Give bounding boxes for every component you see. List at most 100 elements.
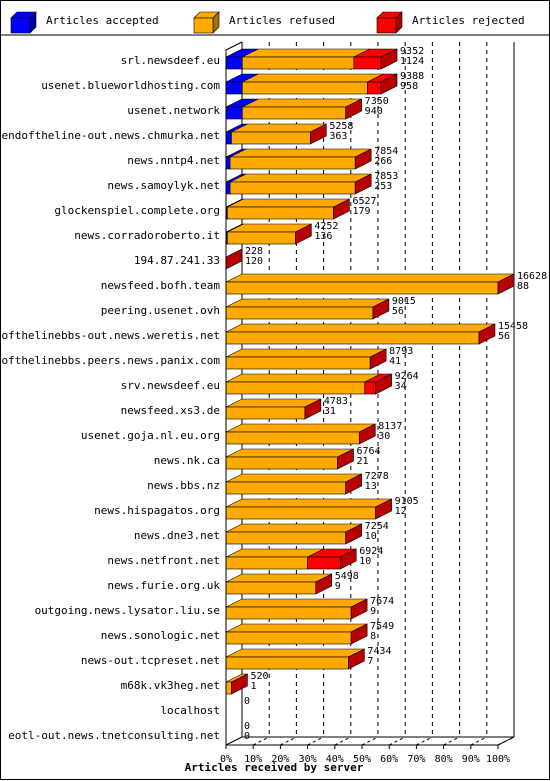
x-tick-label: 40%	[326, 754, 344, 765]
bar-segment-articles-refused	[225, 506, 376, 520]
value-label-rejected: 0	[244, 731, 250, 742]
value-label-rejected: 179	[352, 206, 370, 217]
category-label: news.hispagatos.org	[94, 504, 220, 517]
bar-segment-articles-refused	[225, 431, 360, 445]
value-label-rejected: 30	[378, 431, 390, 442]
x-tick-label: 50%	[353, 754, 371, 765]
bar-end-cap	[354, 173, 372, 195]
bar-news-bbs-nz	[225, 473, 362, 495]
value-label-total: 7278	[365, 471, 389, 482]
bar-endoftheline-out-news-chmurka-net	[225, 123, 327, 145]
value-label-rejected: 10	[359, 556, 371, 567]
bar-segment-articles-refused	[227, 206, 334, 220]
bar-end-cap	[348, 648, 365, 670]
bar-segment-articles-accepted	[225, 81, 243, 95]
bar-usenet-goja-nl-eu-org	[225, 423, 376, 445]
bar-segment-top-articles-refused	[227, 198, 350, 208]
bar-segment-top-articles-refused	[229, 173, 372, 183]
category-label: news.bbs.nz	[147, 479, 220, 492]
x-tick-label: 90%	[462, 754, 480, 765]
bar-end-cap	[478, 323, 496, 345]
bar-newsfeed-bofh-team	[225, 273, 515, 295]
bar-endofthelinebbs-out-news-weretis-net	[225, 323, 496, 345]
bar-segment-articles-accepted	[225, 131, 232, 145]
category-label: usenet.goja.nl.eu.org	[81, 429, 220, 442]
x-tick-label: 60%	[380, 754, 398, 765]
bar-segment-top-articles-refused	[225, 548, 324, 558]
value-label-rejected: 13	[365, 481, 377, 492]
bar-segment-top-articles-refused	[242, 48, 370, 58]
legend-item-articles-accepted: Articles accepted	[10, 11, 159, 34]
value-label-total: 9015	[392, 296, 416, 307]
bar-segment-articles-refused	[242, 56, 355, 70]
bar-segment-articles-refused	[225, 531, 346, 545]
legend-swatch	[193, 17, 214, 34]
bar-end-cap	[380, 48, 398, 70]
value-label-rejected: 41	[389, 356, 401, 367]
bar-news-out-tcpreset-net	[225, 648, 365, 670]
bar-segment-top-articles-refused	[225, 623, 368, 633]
bar-news-sonologic-net	[225, 623, 368, 645]
bar-srv-newsdeef-eu	[225, 373, 392, 395]
category-labels: srl.newsdeef.eu usenet.blueworldhosting.c…	[1, 54, 220, 742]
bar-end-cap	[337, 448, 354, 470]
legend-item-articles-rejected: Articles rejected	[376, 11, 525, 34]
bar-end-cap	[231, 673, 248, 695]
bar-segment-articles-rejected	[353, 56, 382, 70]
category-label: news.samoylyk.net	[107, 179, 220, 192]
x-axis-title: Articles received by server	[185, 761, 364, 774]
value-label-total: 7674	[370, 596, 394, 607]
value-label-total: 228	[245, 246, 263, 257]
value-label-total: 16628	[517, 271, 547, 282]
value-label-localhost: 0	[244, 696, 250, 707]
bar-end-cap	[304, 398, 322, 420]
bar-news-samoylyk-net	[225, 173, 372, 195]
value-label-total: 9352	[400, 46, 424, 57]
legend-swatch	[376, 17, 397, 34]
bar-m68k-vk3heg-net	[225, 673, 248, 695]
bar-endofthelinebbs-peers-news-panix-com	[225, 348, 387, 370]
value-label-rejected: 56	[498, 331, 510, 342]
value-label-rejected: 1124	[400, 56, 424, 67]
category-label: srv.newsdeef.eu	[121, 379, 220, 392]
bar-end-cap	[345, 523, 362, 545]
bar-end-cap	[315, 573, 333, 595]
x-tick-label: 70%	[407, 754, 425, 765]
category-label: peering.usenet.ovh	[101, 304, 220, 317]
bar-end-cap	[375, 498, 392, 520]
category-label: news.furie.org.uk	[107, 579, 220, 592]
category-label: endofthelinebbs-out.news.weretis.net	[1, 329, 220, 342]
x-axis: 0% 10% 20% 30% 40% 50% 60% 70% 80% 90% 100%	[220, 41, 510, 765]
category-label: news.corradoroberto.it	[74, 229, 220, 242]
bar-segment-articles-rejected	[364, 381, 376, 395]
value-label-total: 520	[250, 671, 268, 682]
bar-segment-top-articles-refused	[225, 298, 390, 308]
bar-segment-top-articles-refused	[225, 523, 362, 533]
y-axis-top-edge	[225, 41, 243, 51]
bar-segment-top-articles-refused	[242, 98, 362, 108]
gridline-floor	[470, 736, 488, 746]
value-label-total: 7434	[367, 646, 391, 657]
bar-end-cap	[497, 273, 515, 295]
bar-end-cap	[345, 473, 362, 495]
gridline-floor	[307, 736, 324, 746]
category-label: news-out.tcpreset.net	[81, 654, 220, 667]
bar-outgoing-news-lysator-liu-se	[225, 598, 368, 620]
category-label: m68k.vk3heg.net	[121, 679, 220, 692]
gridline-floor	[361, 736, 379, 746]
legend-label: Articles refused	[229, 14, 335, 27]
bar-segment-articles-refused	[225, 581, 317, 595]
value-label-total: 6527	[352, 196, 376, 207]
bar-news-nk-ca	[225, 448, 354, 470]
bar-news-netfront-net	[225, 548, 357, 570]
value-label-total: 15458	[498, 321, 528, 332]
